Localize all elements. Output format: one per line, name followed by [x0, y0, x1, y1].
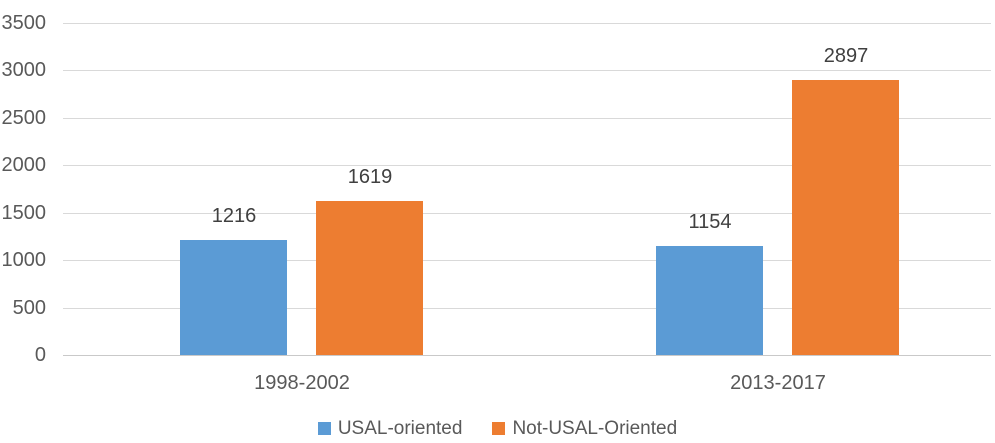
gridline — [63, 308, 991, 309]
gridline — [63, 260, 991, 261]
bar-usal-oriented-1998-2002 — [180, 240, 287, 355]
y-tick-label: 2000 — [1, 154, 47, 176]
x-category-label: 1998-2002 — [254, 372, 350, 394]
y-tick-label: 500 — [12, 297, 46, 319]
gridline — [63, 118, 991, 119]
data-label: 1216 — [211, 205, 257, 227]
x-category-label: 2013-2017 — [730, 372, 826, 394]
legend-swatch-icon — [317, 421, 331, 435]
y-tick-label: 1500 — [1, 202, 47, 224]
gridline — [63, 165, 991, 166]
legend-swatch-icon — [492, 421, 506, 435]
y-tick-label: 2500 — [1, 107, 47, 129]
legend-item-not-usal-oriented: Not-USAL-Oriented — [492, 419, 677, 438]
y-tick-label: 0 — [34, 344, 46, 366]
data-label: 2897 — [823, 45, 869, 67]
x-axis-line — [63, 355, 991, 356]
legend-label: Not-USAL-Oriented — [512, 417, 678, 439]
legend-item-usal-oriented: USAL-oriented — [317, 417, 463, 439]
bar-not-usal-oriented-2013-2017 — [792, 80, 899, 355]
gridline — [63, 70, 991, 71]
y-tick-label: 3000 — [1, 59, 47, 81]
data-label: 1619 — [347, 166, 393, 188]
bar-usal-oriented-2013-2017 — [656, 246, 763, 355]
gridline — [63, 213, 991, 214]
legend: USAL-oriented Not-USAL-Oriented — [0, 417, 995, 439]
legend-label: USAL-oriented — [337, 417, 463, 439]
gridline — [63, 23, 991, 24]
bar-not-usal-oriented-1998-2002 — [316, 201, 423, 355]
y-tick-label: 3500 — [1, 12, 47, 34]
data-label: 1154 — [688, 211, 732, 233]
y-tick-label: 1000 — [1, 249, 47, 271]
